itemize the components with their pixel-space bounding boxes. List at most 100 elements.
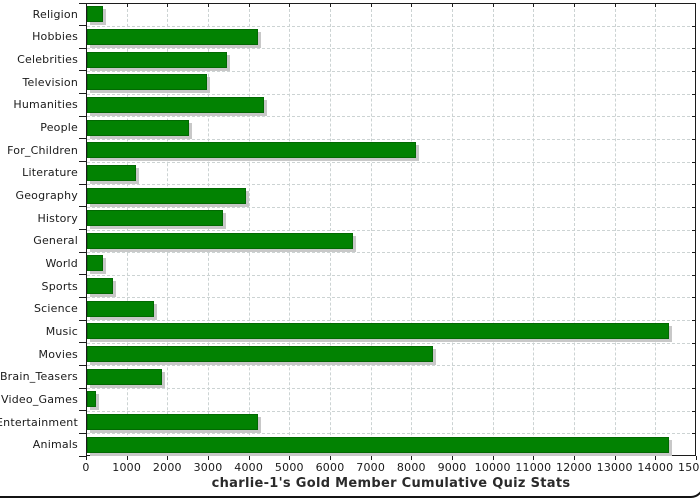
y-axis-tick [79,138,86,140]
top-mirror-tick [208,4,209,7]
y-axis-tick [79,25,86,27]
top-mirror-tick [289,4,291,7]
y-axis-tick [79,93,86,95]
h-gridline [87,342,695,344]
right-mirror-tick [692,116,695,118]
x-tick-label: 9000 [437,461,467,474]
x-axis-tick [492,456,494,460]
top-mirror-tick [655,4,657,7]
x-tick-label: 2000 [152,461,182,474]
x-tick-label: 3000 [193,461,223,474]
bar-for_children [87,142,417,159]
top-mirror-tick [533,4,535,7]
y-axis-tick [79,251,86,253]
x-tick-label: 1000 [112,461,142,474]
x-tick-label: 10000 [474,461,511,474]
x-axis-tick [167,456,169,460]
x-axis-tick [614,456,616,460]
bar-humanities [87,96,264,113]
top-mirror-tick [452,4,453,7]
bar-people [87,119,189,136]
bar-history [87,210,224,227]
h-gridline [87,93,695,95]
right-mirror-tick [692,184,695,186]
top-mirror-tick [614,4,616,7]
right-mirror-tick [692,342,695,344]
right-mirror-tick [692,274,695,276]
h-gridline [87,70,695,72]
right-mirror-tick [692,252,695,254]
h-gridline [87,365,695,367]
y-axis-tick [79,364,86,366]
y-axis-tick [79,161,86,163]
right-mirror-tick [692,93,695,95]
x-tick-label: 4000 [234,461,264,474]
chart-title: charlie-1's Gold Member Cumulative Quiz … [211,476,571,491]
h-gridline [87,297,695,299]
x-axis-tick [208,456,209,460]
bar-television [87,74,207,91]
top-mirror-tick [574,4,575,7]
h-gridline [87,410,695,412]
y-axis-tick [79,229,86,230]
right-mirror-tick [692,48,695,50]
bar-general [87,232,354,249]
top-mirror-tick [370,4,372,7]
x-tick-label: 5000 [274,461,304,474]
x-axis-tick [574,456,575,460]
category-label: For_Children [7,143,78,157]
bar-literature [87,164,136,181]
category-label: World [45,256,78,270]
bar-entertainment [87,414,258,431]
x-axis-tick [126,456,128,460]
y-axis-tick [79,387,86,389]
category-label: Music [45,324,78,338]
bar-music [87,323,669,340]
x-axis-tick [248,456,250,460]
category-label: General [33,234,78,248]
x-tick-label: 8000 [396,461,426,474]
x-tick-label: 0 [82,461,90,474]
top-mirror-tick [411,4,413,7]
bar-celebrities [87,51,228,68]
x-axis-tick [330,456,331,460]
h-gridline [87,252,695,254]
x-axis-tick [289,456,291,460]
bar-science [87,300,155,317]
y-axis-tick [79,319,86,321]
y-axis-tick [79,183,86,185]
category-label: History [37,211,78,225]
y-axis-tick [79,432,86,434]
x-tick-label: 15000 [678,461,700,474]
x-tick-label: 11000 [515,461,552,474]
h-gridline [87,161,695,163]
h-gridline [87,206,695,208]
y-axis-tick [79,115,86,117]
x-axis-tick [533,456,535,460]
h-gridline [87,138,695,140]
category-label: Religion [32,7,78,21]
category-label: Entertainment [0,415,78,429]
y-axis-tick [79,455,86,457]
x-tick-label: 13000 [596,461,633,474]
category-label: Brain_Teasers [0,370,78,384]
x-axis-tick [370,456,372,460]
bar-hobbies [87,28,258,45]
x-axis-tick [655,456,657,460]
x-tick-label: 7000 [356,461,386,474]
h-gridline [87,320,695,322]
category-label: Sports [41,279,78,293]
bar-religion [87,6,104,23]
category-label: Video_Games [1,392,78,406]
bar-geography [87,187,246,204]
category-label: Celebrities [17,53,78,67]
right-mirror-tick [692,320,695,322]
category-label: Geography [15,189,78,203]
h-gridline [87,433,695,435]
h-gridline [87,25,695,27]
category-label: Animals [32,438,78,452]
bar-video_games [87,391,96,408]
x-axis-tick [452,456,453,460]
y-axis-tick [79,296,86,298]
